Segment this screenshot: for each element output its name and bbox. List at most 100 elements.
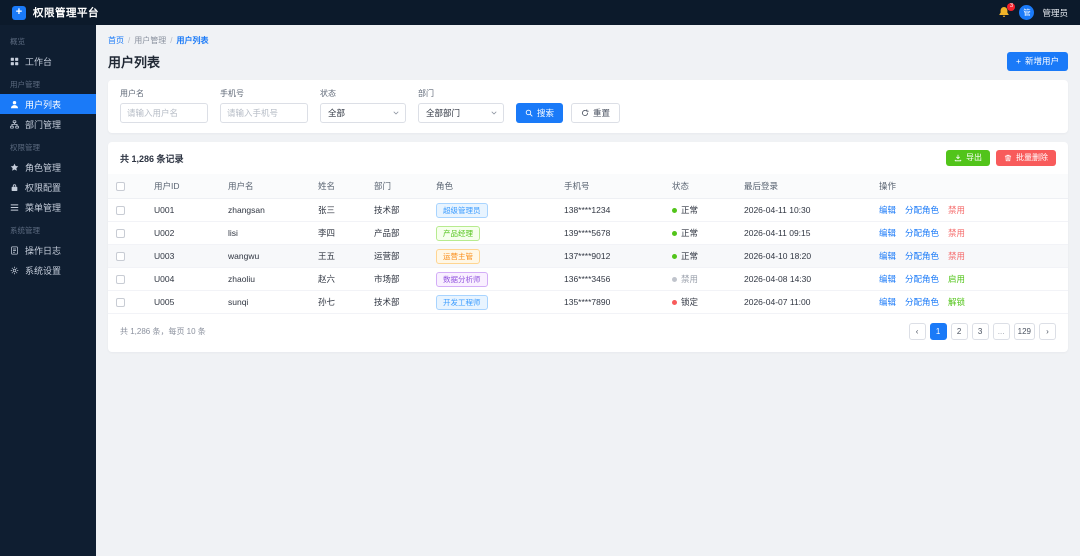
username-label: 管理员 <box>1042 7 1068 18</box>
row-checkbox-cell <box>108 221 146 245</box>
header-checkbox[interactable] <box>116 182 125 192</box>
batch-delete-button[interactable]: 批量删除 <box>996 150 1056 166</box>
table-row: U001 zhangsan 张三 技术部 超级管理员 138****1234 正常 2026-… <box>108 198 1068 222</box>
cell-user-id: U005 <box>146 290 220 314</box>
grid-icon <box>10 57 19 66</box>
reset-button[interactable]: 重置 <box>571 103 621 123</box>
sidebar-item-label: 系统设置 <box>25 265 62 276</box>
pagination-page[interactable]: 3 <box>971 323 989 340</box>
status-dot <box>672 207 677 213</box>
column-header: 状态 <box>664 174 736 199</box>
notification-bell-button[interactable]: 3 <box>998 3 1016 19</box>
row-checkbox[interactable] <box>116 298 125 308</box>
action-link[interactable]: 禁用 <box>948 205 966 215</box>
sidebar-item[interactable]: 角色管理 <box>0 157 96 177</box>
cell-department: 技术部 <box>366 290 428 314</box>
action-link[interactable]: 编辑 <box>879 274 897 284</box>
pagination-next[interactable]: › <box>1039 323 1056 340</box>
action-link[interactable]: 编辑 <box>879 228 897 238</box>
sidebar-nav: 概览 工作台 用户管理 用户列表 部门管理 权限管理 角色管理 权限配置 菜单管理 系统管理 操作日… <box>0 28 96 280</box>
sidebar-group-label: 概览 <box>10 37 25 46</box>
document-icon <box>10 246 19 255</box>
status-indicator: 正常 <box>672 227 698 239</box>
pagination-page[interactable]: 1 <box>929 323 947 340</box>
cell-department: 技术部 <box>366 198 428 222</box>
sidebar-item-label: 角色管理 <box>25 162 62 173</box>
breadcrumb: 首页 / 用户管理 / 用户列表 <box>108 35 1068 46</box>
department-select[interactable]: 全部部门 <box>418 103 504 123</box>
row-checkbox[interactable] <box>116 206 125 216</box>
username-input[interactable] <box>120 103 208 123</box>
cell-name: 赵六 <box>310 267 366 291</box>
sidebar-item[interactable]: 用户列表 <box>0 94 96 114</box>
cell-department: 运营部 <box>366 244 428 268</box>
breadcrumb-middle[interactable]: 用户管理 <box>134 36 167 45</box>
role-badge: 数据分析师 <box>436 271 488 287</box>
department-select-value: 全部部门 <box>426 108 461 118</box>
row-checkbox[interactable] <box>116 252 125 262</box>
sidebar-item[interactable]: 菜单管理 <box>0 197 96 217</box>
action-link[interactable]: 禁用 <box>948 251 966 261</box>
pagination-prev[interactable]: ‹ <box>908 323 926 340</box>
pagination-page[interactable]: 2 <box>950 323 968 340</box>
breadcrumb-current: 用户列表 <box>176 36 209 45</box>
star-icon <box>10 163 19 172</box>
status-filter-label: 状态 <box>320 89 336 98</box>
pagination: ‹ 1 2 3... 129 › <box>908 323 1056 340</box>
sidebar-item[interactable]: 部门管理 <box>0 114 96 134</box>
pagination-page[interactable]: 129 <box>1013 323 1035 340</box>
action-link[interactable]: 分配角色 <box>905 274 940 284</box>
logo-icon: + <box>12 5 26 20</box>
role-badge: 产品经理 <box>436 225 480 241</box>
avatar[interactable]: 管 <box>1019 5 1035 20</box>
row-checkbox[interactable] <box>116 275 125 285</box>
action-link[interactable]: 编辑 <box>879 251 897 261</box>
export-button[interactable]: 导出 <box>946 150 990 166</box>
action-link[interactable]: 分配角色 <box>905 205 940 215</box>
add-user-button[interactable]: + 新增用户 <box>1007 52 1068 71</box>
cell-actions: 编辑 分配角色 禁用 <box>871 198 1068 222</box>
status-dot <box>672 230 677 236</box>
reset-icon <box>581 109 589 117</box>
action-link[interactable]: 编辑 <box>879 297 897 307</box>
column-header: 用户ID <box>146 174 220 199</box>
table-header-row: 用户ID 用户名 姓名 部门 角色 手机号 状态 最后登录 操作 <box>108 174 1068 199</box>
action-link[interactable]: 编辑 <box>879 205 897 215</box>
cell-user-id: U002 <box>146 221 220 245</box>
role-badge: 超级管理员 <box>436 202 488 218</box>
action-link[interactable]: 禁用 <box>948 228 966 238</box>
action-link[interactable]: 分配角色 <box>905 251 940 261</box>
lock-icon <box>10 183 19 192</box>
record-count: 共 1,286 条记录 <box>120 153 184 164</box>
table-body: U001 zhangsan 张三 技术部 超级管理员 138****1234 正常 2026-… <box>108 198 1068 314</box>
status-filter-group: 状态 全部 <box>320 88 406 123</box>
breadcrumb-separator: / <box>170 36 173 45</box>
action-link[interactable]: 分配角色 <box>905 297 940 307</box>
role-badge: 运营主管 <box>436 248 480 264</box>
sidebar-item[interactable]: 权限配置 <box>0 177 96 197</box>
row-checkbox[interactable] <box>116 229 125 239</box>
cell-role: 数据分析师 <box>428 267 556 291</box>
sidebar-item[interactable]: 操作日志 <box>0 240 96 260</box>
username-filter-label: 用户名 <box>120 89 144 98</box>
sidebar: 概览 工作台 用户管理 用户列表 部门管理 权限管理 角色管理 权限配置 菜单管理 系统管理 操作日… <box>0 25 96 556</box>
status-indicator: 正常 <box>672 204 698 216</box>
phone-input[interactable] <box>220 103 308 123</box>
breadcrumb-home[interactable]: 首页 <box>108 36 124 45</box>
action-link[interactable]: 分配角色 <box>905 228 940 238</box>
column-header: 手机号 <box>556 174 664 199</box>
search-button[interactable]: 搜索 <box>516 103 564 123</box>
cell-last-login: 2026-04-11 10:30 <box>736 198 871 222</box>
cell-actions: 编辑 分配角色 禁用 <box>871 244 1068 268</box>
cell-name: 李四 <box>310 221 366 245</box>
action-link[interactable]: 启用 <box>948 274 966 284</box>
sidebar-item[interactable]: 工作台 <box>0 51 96 71</box>
action-link[interactable]: 解锁 <box>948 297 966 307</box>
header-right: 3 管 管理员 <box>998 3 1068 20</box>
chevron-down-icon <box>392 109 400 117</box>
column-header: 操作 <box>871 174 1068 199</box>
sidebar-item[interactable]: 系统设置 <box>0 260 96 280</box>
status-select[interactable]: 全部 <box>320 103 406 123</box>
breadcrumb-separator: / <box>128 36 131 45</box>
row-checkbox-cell <box>108 198 146 222</box>
